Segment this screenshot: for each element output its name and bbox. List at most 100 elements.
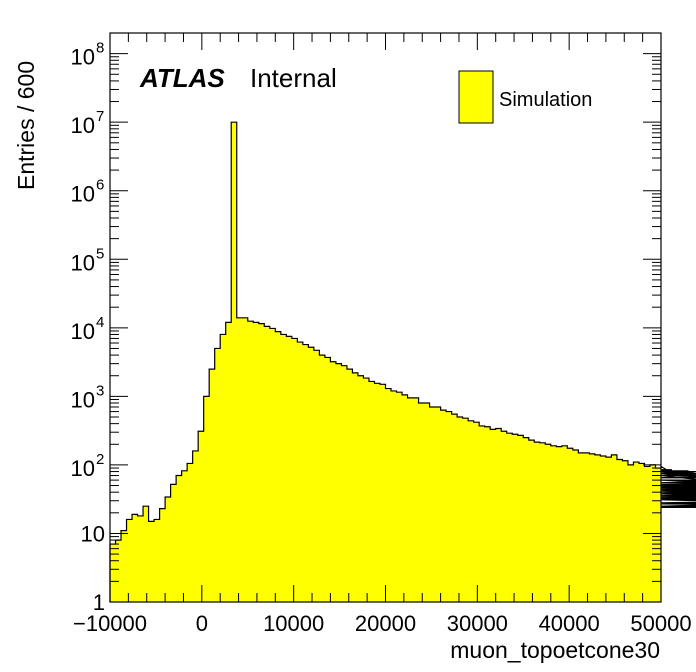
histogram-bin — [110, 544, 116, 602]
y-tick-label: 1 — [93, 590, 105, 615]
histogram-bin — [402, 394, 408, 602]
histogram-bin — [473, 422, 480, 602]
histogram-bin — [490, 429, 497, 602]
histogram-outline — [109, 121, 696, 602]
histogram-bin — [275, 331, 282, 602]
histogram-bin — [297, 342, 304, 602]
y-tick-label-exponent: 5 — [96, 245, 104, 262]
histogram-bin — [501, 431, 508, 602]
histogram-bin — [231, 122, 238, 603]
histogram-bin — [181, 470, 188, 602]
histogram-bin — [352, 372, 359, 602]
histogram-bin — [655, 468, 662, 602]
histogram-bin — [308, 347, 315, 602]
y-tick-label-exponent: 4 — [96, 314, 104, 331]
histogram-bin — [368, 381, 375, 602]
histogram-bin — [176, 475, 183, 602]
histogram-bin — [550, 445, 557, 602]
histogram-bin — [302, 344, 309, 602]
histogram-bin — [319, 355, 326, 602]
histogram-bin — [468, 420, 475, 602]
histogram-bin — [148, 521, 155, 602]
x-tick-label: 50000 — [630, 611, 691, 636]
histogram-bars — [109, 121, 696, 603]
histogram-bin — [379, 384, 386, 602]
histogram-bin — [286, 336, 293, 602]
histogram-bin — [313, 350, 320, 602]
histogram-bin — [407, 397, 414, 602]
histogram-bin — [457, 417, 464, 602]
y-tick-label-exponent: 2 — [96, 451, 104, 468]
histogram-bin — [545, 444, 552, 602]
histogram-bin — [132, 514, 138, 602]
histogram-bin — [170, 484, 177, 602]
histogram-bin — [280, 334, 287, 602]
histogram-bin — [446, 411, 453, 602]
histogram-bin — [396, 392, 403, 602]
histogram-bin — [556, 446, 563, 602]
y-tick-label: 10 — [71, 387, 95, 412]
y-axis-label: Entries / 600 — [13, 61, 39, 190]
histogram-bin — [611, 454, 618, 602]
x-tick-label: 10000 — [263, 611, 324, 636]
y-tick-label-exponent: 3 — [96, 382, 104, 399]
histogram-bin — [484, 426, 491, 602]
histogram-bin — [126, 519, 133, 602]
histogram-bin — [192, 450, 199, 602]
histogram-bin — [198, 431, 205, 602]
histogram-bin — [357, 375, 364, 602]
legend-label-simulation: Simulation — [499, 89, 592, 111]
histogram-bin — [424, 403, 430, 602]
histogram-bin — [638, 463, 645, 602]
histogram-bin — [391, 390, 397, 602]
histogram-bin — [567, 448, 574, 602]
histogram-bin — [644, 466, 651, 602]
histogram-bin — [154, 519, 160, 602]
histogram-bin — [363, 378, 370, 602]
histogram-bin — [165, 497, 172, 602]
histogram-bin — [517, 435, 524, 602]
histogram-bin — [236, 317, 243, 602]
x-tick-label: 30000 — [447, 611, 508, 636]
histogram-bin — [341, 365, 348, 602]
y-tick-label-exponent: 6 — [96, 177, 104, 194]
histogram-bin — [346, 369, 353, 602]
y-tick-label: 10 — [71, 182, 95, 207]
atlas-label: ATLAS — [139, 63, 225, 93]
histogram-bin — [242, 317, 249, 602]
histogram-bin — [462, 418, 469, 602]
x-tick-label: −10000 — [73, 611, 147, 636]
histogram-bin — [451, 414, 458, 602]
y-tick-label: 10 — [81, 521, 105, 546]
histogram-bin — [324, 357, 331, 602]
histogram-bin — [479, 425, 486, 602]
x-tick-label: 20000 — [355, 611, 416, 636]
histogram-bin — [523, 437, 530, 602]
histogram-bin — [506, 433, 513, 602]
y-tick-label: 10 — [71, 250, 95, 275]
histogram-bin — [159, 508, 166, 602]
histogram-bin — [627, 464, 634, 602]
histogram-bin — [187, 463, 194, 602]
histogram-bin — [495, 428, 502, 602]
x-tick-label: 40000 — [539, 611, 600, 636]
histogram-bin — [291, 338, 298, 602]
histogram-bin — [258, 323, 265, 602]
legend: Simulation — [458, 70, 592, 124]
y-tick-label-exponent: 7 — [96, 108, 104, 125]
histogram-bin — [209, 369, 216, 602]
histogram-bin — [269, 328, 276, 602]
histogram-bin — [594, 454, 601, 602]
legend-swatch-simulation — [458, 70, 494, 124]
histogram-bin — [600, 455, 607, 602]
histogram-bin — [572, 450, 579, 602]
histogram-bin — [214, 348, 221, 602]
y-tick-label: 10 — [71, 456, 95, 481]
histogram-bin — [605, 457, 612, 602]
x-axis-label: muon_topoetcone30 — [450, 637, 660, 663]
x-tick-label: 0 — [196, 611, 208, 636]
histogram-bin — [330, 361, 337, 602]
histogram-bin — [225, 322, 232, 602]
histogram-bin — [528, 440, 535, 602]
